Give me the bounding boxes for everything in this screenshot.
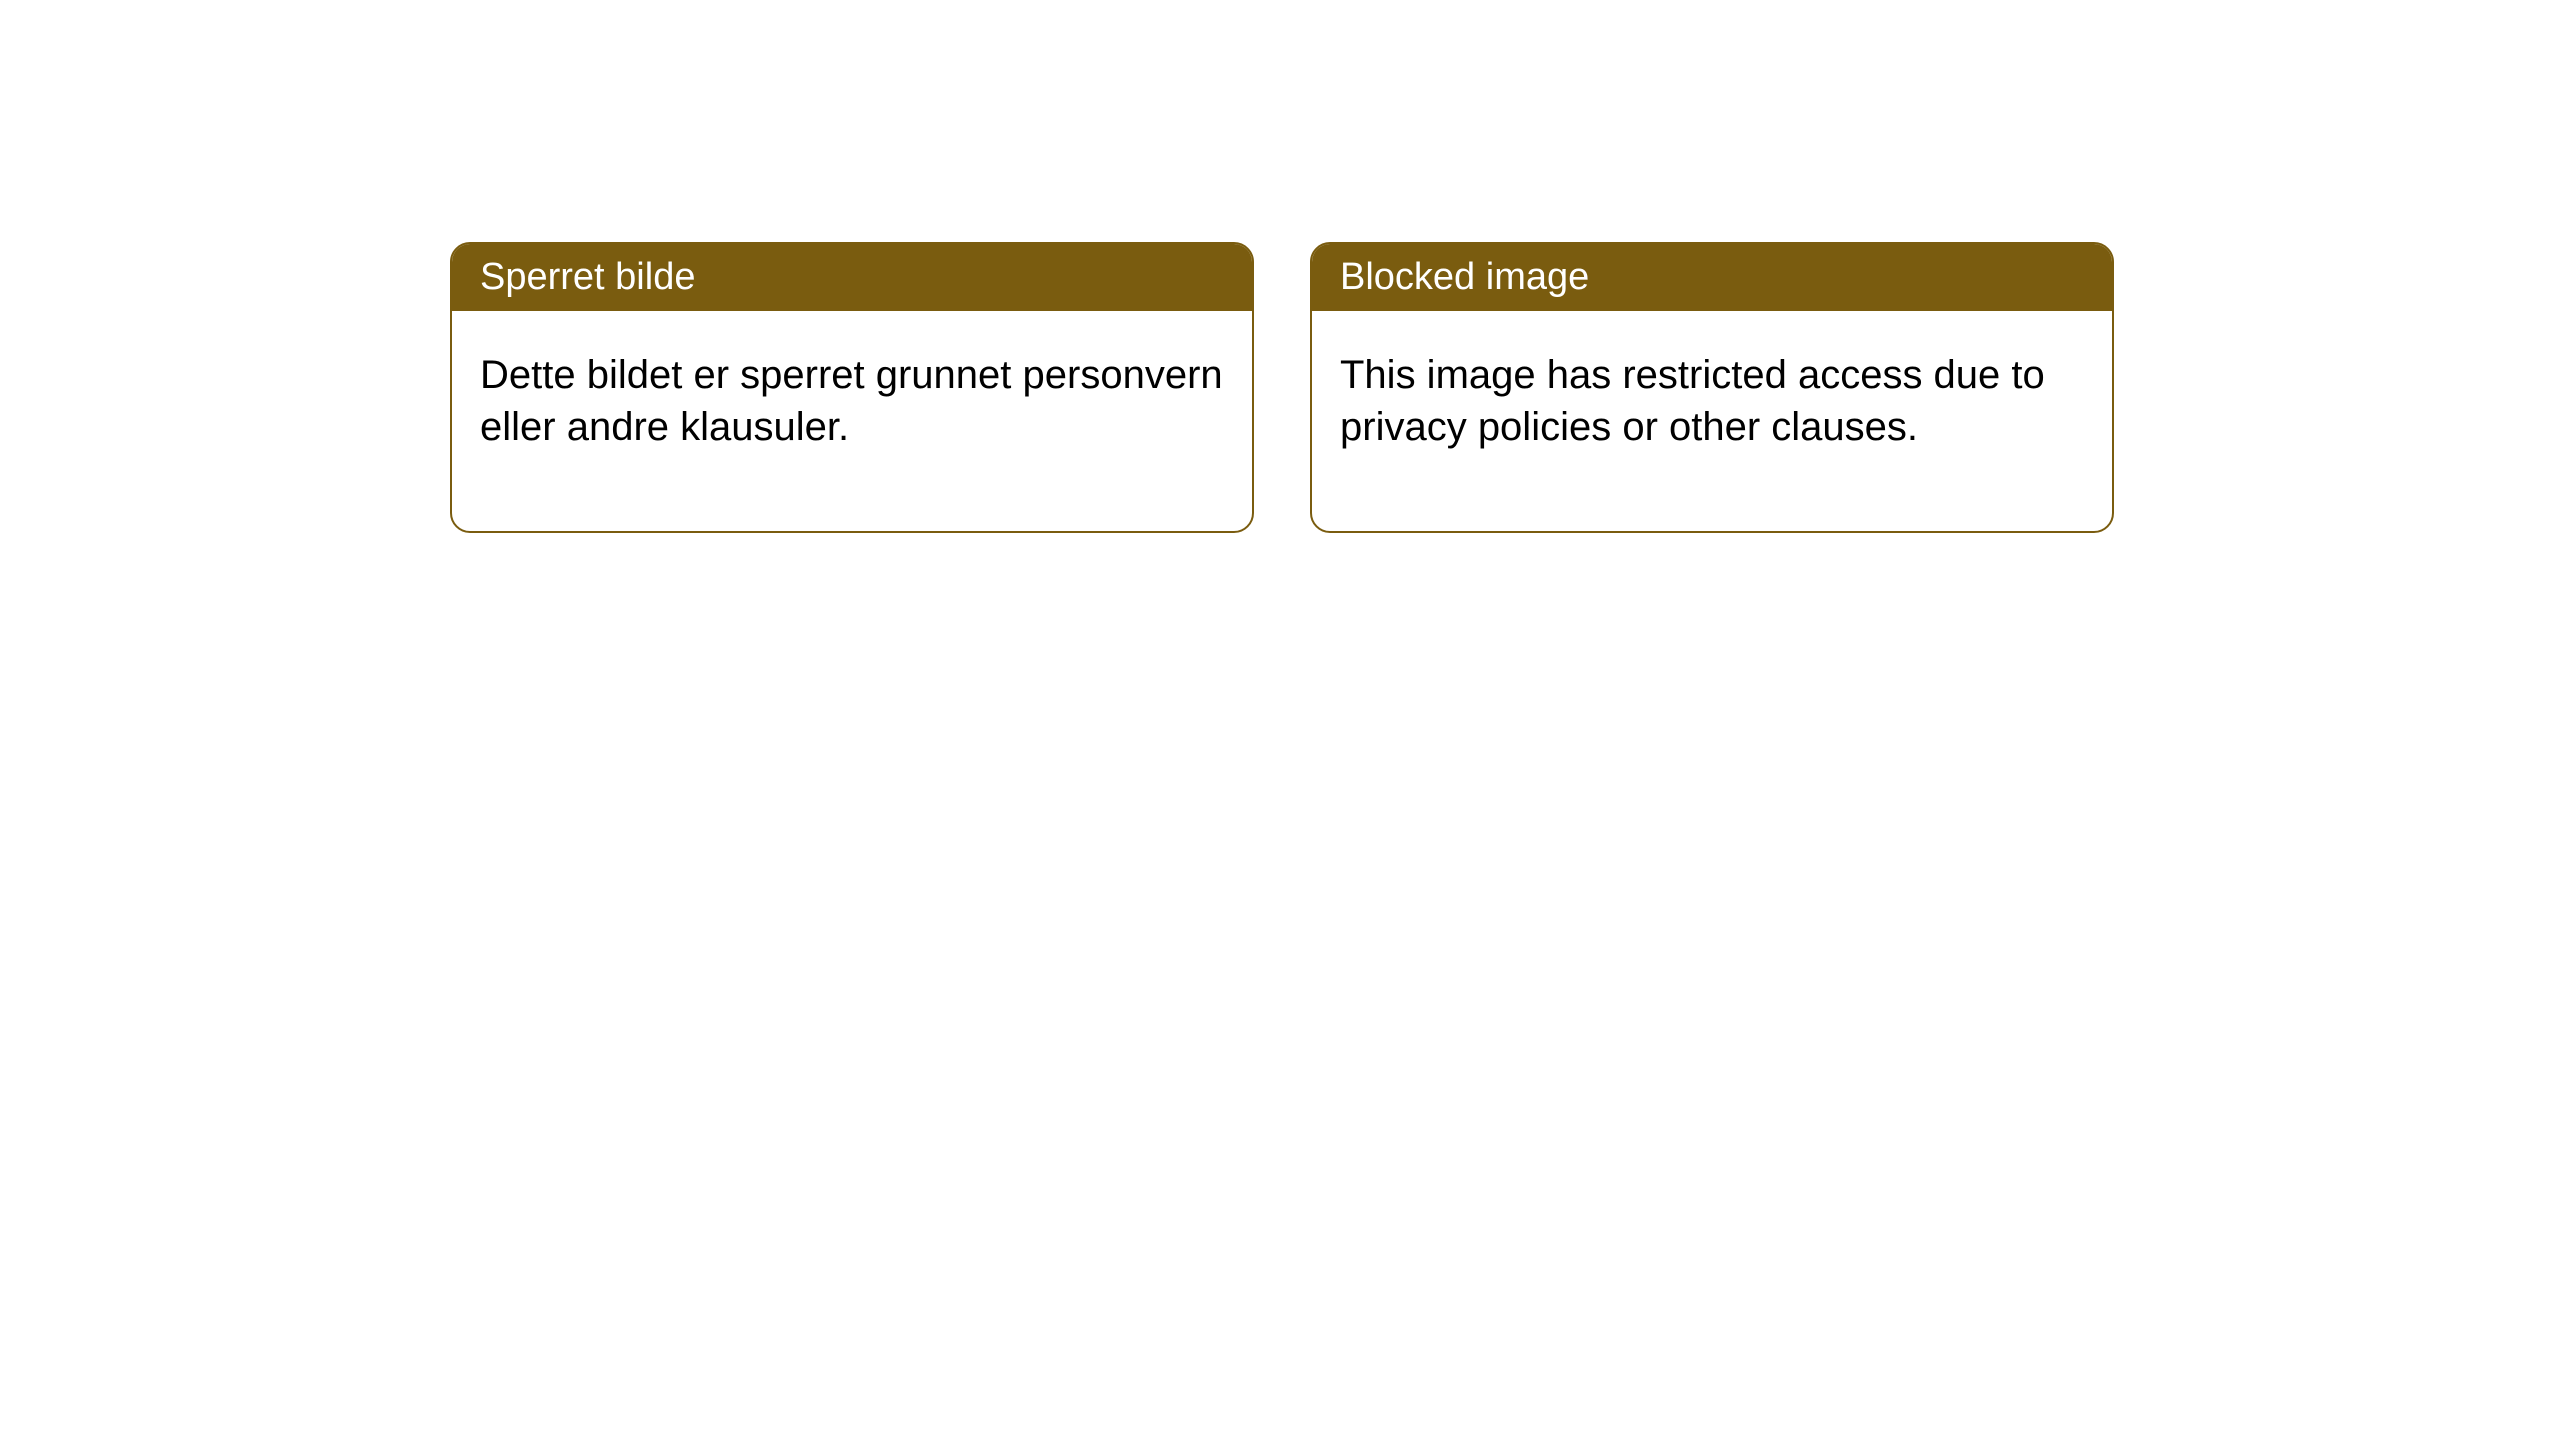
notice-card-norwegian: Sperret bilde Dette bildet er sperret gr… bbox=[450, 242, 1254, 533]
notice-container: Sperret bilde Dette bildet er sperret gr… bbox=[0, 0, 2560, 533]
notice-header: Blocked image bbox=[1312, 244, 2112, 311]
notice-body: Dette bildet er sperret grunnet personve… bbox=[452, 311, 1252, 531]
notice-body: This image has restricted access due to … bbox=[1312, 311, 2112, 531]
notice-card-english: Blocked image This image has restricted … bbox=[1310, 242, 2114, 533]
notice-header: Sperret bilde bbox=[452, 244, 1252, 311]
